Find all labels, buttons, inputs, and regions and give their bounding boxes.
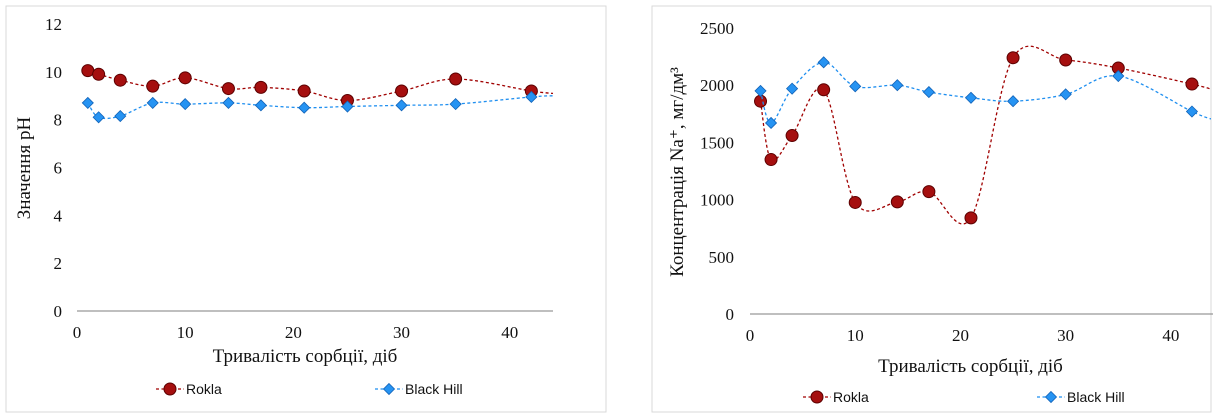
data-point[interactable] [395, 84, 409, 98]
chart-sodium: 0 500 1000 1500 2000 2500 0 10 20 30 40 Тривалість … [651, 5, 1213, 413]
series-black-hill [754, 56, 1211, 130]
x-tick-label: 0 [73, 323, 82, 342]
data-point[interactable] [1059, 88, 1072, 101]
x-axis-label: Тривалість сорбції, діб [878, 356, 1063, 377]
data-point[interactable] [81, 64, 95, 78]
data-point[interactable] [525, 90, 538, 104]
data-point[interactable] [786, 82, 799, 95]
y-tick-label: 2 [54, 254, 63, 273]
x-tick-label: 10 [847, 326, 864, 345]
y-tick-label: 4 [54, 206, 63, 225]
data-point[interactable] [764, 116, 778, 130]
chart-ph: 0 2 4 6 8 10 12 0 10 20 30 40 Тривалість сорбції, ді… [5, 5, 607, 413]
y-tick-label: 0 [54, 302, 63, 321]
x-tick-label: 20 [285, 323, 302, 342]
x-tick-label: 0 [746, 326, 755, 345]
data-point[interactable] [221, 82, 235, 96]
x-tick-label: 40 [1162, 326, 1179, 345]
legend-label: Black Hill [1067, 389, 1125, 405]
chart-frame [5, 5, 607, 413]
series-line [759, 45, 1211, 225]
data-point[interactable] [848, 195, 862, 209]
data-point[interactable] [764, 153, 778, 167]
data-point[interactable] [298, 101, 311, 114]
data-point[interactable] [92, 67, 106, 81]
y-tick-label: 0 [726, 305, 735, 324]
y-tick-label: 500 [709, 248, 735, 267]
x-tick-label: 20 [952, 326, 969, 345]
legend-label: Rokla [186, 381, 222, 397]
legend-entry: Rokla [803, 389, 869, 405]
legend-entry: Black Hill [1037, 389, 1125, 405]
y-tick-label: 10 [45, 63, 62, 82]
chart-frame [651, 5, 1212, 413]
data-point[interactable] [817, 56, 830, 69]
data-point[interactable] [754, 94, 768, 108]
data-point[interactable] [222, 96, 235, 109]
y-tick-label: 12 [45, 15, 62, 34]
data-point[interactable] [395, 99, 408, 112]
legend-marker [1044, 390, 1058, 404]
data-point[interactable] [1007, 95, 1020, 108]
data-point[interactable] [254, 99, 267, 112]
series-black-hill [81, 90, 554, 124]
data-point[interactable] [179, 98, 192, 111]
legend-entry: Rokla [156, 381, 222, 397]
data-point[interactable] [1185, 77, 1199, 91]
legend-marker [382, 382, 396, 396]
data-point[interactable] [114, 110, 127, 123]
series-rokla [754, 45, 1211, 225]
data-point[interactable] [449, 98, 462, 111]
y-tick-label: 8 [54, 111, 63, 130]
data-point[interactable] [849, 80, 862, 93]
legend-label: Rokla [833, 389, 869, 405]
y-tick-label: 1500 [700, 133, 734, 152]
y-tick-label: 2000 [700, 76, 734, 95]
data-point[interactable] [146, 96, 159, 109]
x-tick-label: 40 [501, 323, 518, 342]
data-point[interactable] [113, 73, 127, 87]
data-point[interactable] [1006, 51, 1020, 65]
y-axis-label: Концентрація Na⁺, мг/дм³ [667, 67, 688, 277]
data-point[interactable] [449, 72, 463, 86]
data-point[interactable] [92, 111, 105, 124]
x-axis-label: Тривалість сорбції, діб [213, 346, 398, 367]
data-point[interactable] [178, 71, 192, 85]
data-point[interactable] [817, 83, 831, 97]
data-point[interactable] [254, 80, 268, 94]
data-point[interactable] [81, 96, 94, 109]
legend-entry: Black Hill [375, 381, 463, 397]
y-tick-label: 2500 [700, 19, 734, 38]
series-line [87, 95, 554, 120]
data-point[interactable] [922, 185, 936, 199]
legend-marker [163, 382, 177, 396]
data-point[interactable] [891, 79, 904, 92]
legend-marker [810, 390, 824, 404]
data-point[interactable] [297, 84, 311, 98]
data-point[interactable] [1059, 53, 1073, 67]
data-point[interactable] [146, 79, 160, 93]
x-tick-label: 10 [177, 323, 194, 342]
legend-label: Black Hill [405, 381, 463, 397]
data-point[interactable] [1185, 105, 1199, 118]
x-tick-label: 30 [393, 323, 410, 342]
data-point[interactable] [754, 84, 767, 97]
data-point[interactable] [785, 129, 799, 143]
data-point[interactable] [341, 100, 354, 113]
data-point[interactable] [964, 91, 978, 104]
x-tick-label: 30 [1057, 326, 1074, 345]
data-point[interactable] [922, 85, 935, 99]
data-point[interactable] [1112, 69, 1125, 83]
y-tick-label: 1000 [700, 191, 734, 210]
y-tick-label: 6 [54, 159, 63, 178]
y-axis-label: Значення pH [14, 117, 35, 220]
data-point[interactable] [890, 195, 904, 209]
data-point[interactable] [964, 211, 978, 225]
